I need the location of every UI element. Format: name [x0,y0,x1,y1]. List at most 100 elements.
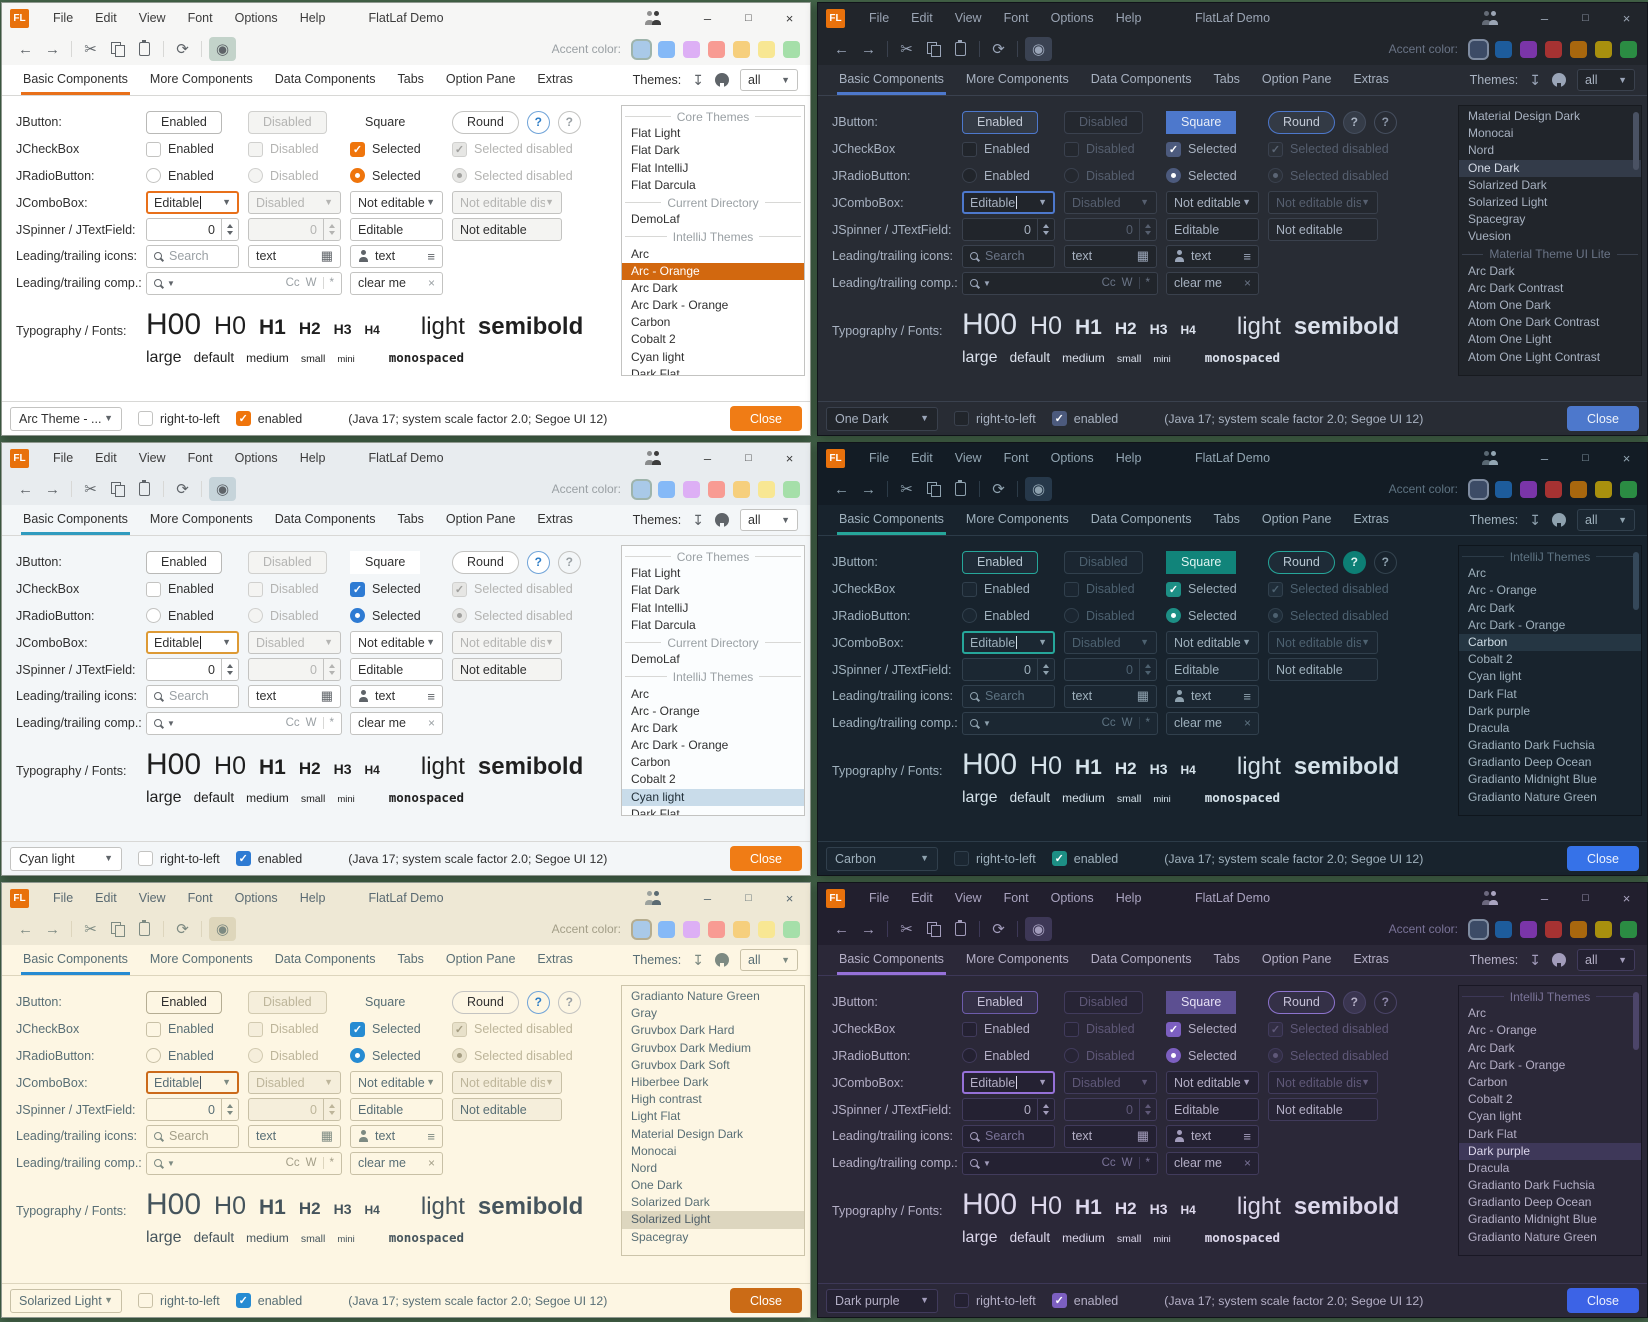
theme-list-item[interactable]: Hiberbee Dark [631,1074,709,1089]
forward-icon[interactable]: → [861,920,876,938]
download-icon[interactable]: ↧ [1529,71,1541,88]
menu-file[interactable]: File [869,891,890,905]
theme-list-item[interactable]: Material Design Dark [1468,109,1581,123]
square-button[interactable]: Square [350,110,421,134]
accent-color-swatch[interactable] [783,480,800,498]
whole-words-toggle[interactable]: W [1121,277,1133,290]
round-button[interactable]: Round [452,550,519,574]
tab-data-components[interactable]: Data Components [1090,952,1192,966]
tab-more-components[interactable]: More Components [149,72,253,86]
theme-list-item[interactable]: Gradianto Dark Fuchsia [1468,738,1595,753]
menu-font[interactable]: Font [1003,451,1029,465]
radio-selected[interactable] [1166,1048,1181,1064]
calendar-icon[interactable]: ▦ [1136,688,1149,704]
editable-textfield[interactable]: Editable [350,658,443,682]
accent-color-swatch[interactable] [633,40,650,58]
forward-icon[interactable]: → [45,40,60,58]
theme-list-item[interactable]: Light Flat [631,1109,681,1124]
theme-list-item[interactable]: Gruvbox Dark Hard [631,1023,735,1038]
help-button-secondary[interactable]: ? [1373,990,1397,1014]
close-button[interactable]: Close [1567,406,1639,431]
theme-list-item[interactable]: Dracula [1468,720,1510,735]
theme-list-item[interactable]: Monocai [1468,126,1514,141]
spinner-steppers[interactable] [221,659,238,681]
round-button[interactable]: Round [1268,990,1335,1014]
forward-icon[interactable]: → [45,480,60,498]
checkbox-selected[interactable] [350,141,365,157]
enabled-button[interactable]: Enabled [962,550,1038,574]
calendar-field[interactable]: text ▦ [248,684,341,708]
accent-color-swatch[interactable] [1545,920,1562,938]
help-button[interactable]: ? [1342,110,1366,134]
paste-icon[interactable] [947,37,974,61]
theme-list-item[interactable]: Arc Dark [1468,263,1515,278]
calendar-field[interactable]: text ▦ [1064,1124,1157,1148]
theme-list-item[interactable]: Dark purple [1468,703,1531,718]
editable-textfield[interactable]: Editable [1166,218,1259,242]
menu-help[interactable]: Help [1115,11,1142,25]
accent-color-swatch[interactable] [633,480,650,498]
minimize-button[interactable]: – [1540,450,1549,466]
refresh-icon[interactable]: ⟳ [992,41,1005,58]
theme-filter-combobox[interactable]: all ▼ [740,949,798,971]
menu-view[interactable]: View [954,11,982,25]
theme-combobox[interactable]: One Dark ▼ [826,406,938,431]
spinner-steppers[interactable] [1037,219,1054,241]
theme-list-item[interactable]: Arc - Orange [1468,583,1537,598]
help-button-secondary[interactable]: ? [1373,110,1397,134]
close-button[interactable]: Close [1567,846,1639,871]
enabled-button[interactable]: Enabled [962,110,1038,134]
spinner[interactable]: 0 [146,1098,239,1122]
calendar-field[interactable]: text ▦ [1064,684,1157,708]
accent-color-swatch[interactable] [708,920,725,938]
whole-words-toggle[interactable]: W [1121,1157,1133,1170]
theme-list-item[interactable]: Arc - Orange [622,262,804,280]
theme-list-item[interactable]: Dark Flat [1468,686,1517,701]
paste-icon[interactable] [947,477,974,501]
calendar-icon[interactable]: ▦ [320,688,333,704]
show-hidden-eye-icon[interactable]: ◉ [209,37,236,61]
checkbox-selected[interactable] [1166,141,1181,157]
search-field[interactable]: Search [146,244,239,268]
spinner-steppers[interactable] [1037,659,1054,681]
theme-list-item[interactable]: Arc Dark - Orange [631,738,729,753]
enabled-checkbox[interactable] [1051,1293,1067,1308]
tab-data-components[interactable]: Data Components [274,72,376,86]
accent-color-swatch[interactable] [1570,480,1587,498]
help-button[interactable]: ? [1342,990,1366,1014]
tab-option-pane[interactable]: Option Pane [445,512,516,526]
maximize-button[interactable]: □ [1582,12,1589,24]
theme-list-item[interactable]: Arc Dark - Orange [631,298,729,313]
accent-color-swatch[interactable] [1495,480,1512,498]
editable-combobox[interactable]: Editable ▼ [962,1071,1055,1095]
user-field[interactable]: text ≡ [350,1124,443,1148]
right-to-left-checkbox[interactable] [138,851,153,866]
accent-color-swatch[interactable] [1595,480,1612,498]
round-button[interactable]: Round [452,110,519,134]
spinner[interactable]: 0 [962,218,1055,242]
menu-file[interactable]: File [869,451,890,465]
theme-list-item[interactable]: Carbon [1468,1074,1508,1089]
enabled-button[interactable]: Enabled [146,550,222,574]
radio-enabled[interactable] [962,168,977,184]
enabled-checkbox[interactable] [235,1293,251,1308]
theme-list-item[interactable]: Dracula [1468,1160,1510,1175]
users-icon[interactable] [1480,11,1502,25]
accent-color-swatch[interactable] [658,480,675,498]
show-hidden-eye-icon[interactable]: ◉ [209,917,236,941]
editable-combobox[interactable]: Editable ▼ [146,631,239,655]
menu-list-icon[interactable]: ≡ [1243,688,1251,704]
github-icon[interactable] [1552,513,1566,528]
theme-list-item[interactable]: Cobalt 2 [1468,1092,1513,1107]
accent-color-swatch[interactable] [783,40,800,58]
paste-icon[interactable] [131,477,158,501]
theme-list-item[interactable]: Solarized Dark [631,1195,710,1210]
tab-extras[interactable]: Extras [537,512,573,526]
help-button[interactable]: ? [526,550,550,574]
round-button[interactable]: Round [1268,550,1335,574]
checkbox-selected[interactable] [350,1021,365,1037]
accent-color-swatch[interactable] [1570,920,1587,938]
checkbox-enabled[interactable] [962,1021,977,1037]
regex-toggle[interactable]: * [1145,717,1150,730]
close-button[interactable]: Close [730,406,802,431]
